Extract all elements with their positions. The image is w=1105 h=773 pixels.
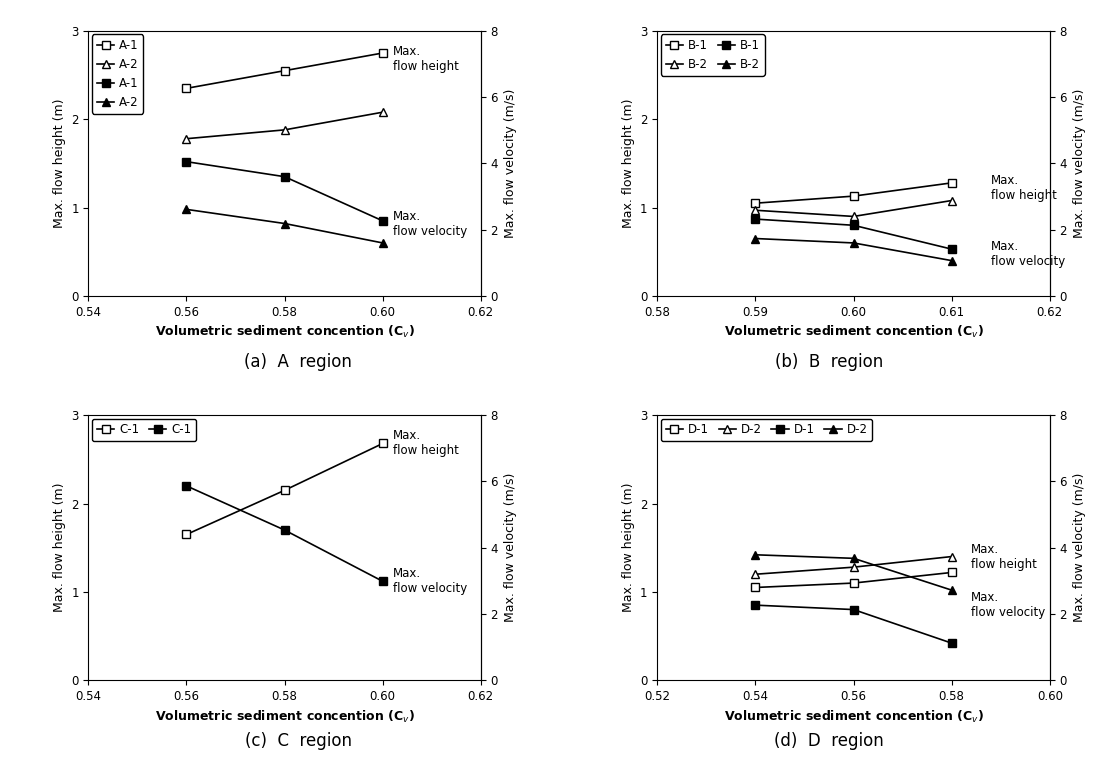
Y-axis label: Max. flow velocity (m/s): Max. flow velocity (m/s) <box>1073 473 1085 622</box>
Y-axis label: Max. flow velocity (m/s): Max. flow velocity (m/s) <box>504 89 516 238</box>
Legend: D-1, D-2, D-1, D-2: D-1, D-2, D-1, D-2 <box>661 419 873 441</box>
Text: Max.
flow height: Max. flow height <box>392 430 459 458</box>
Legend: A-1, A-2, A-1, A-2: A-1, A-2, A-1, A-2 <box>92 35 144 114</box>
Text: Max.
flow height: Max. flow height <box>971 543 1038 570</box>
Text: Max.
flow velocity: Max. flow velocity <box>392 567 466 595</box>
Text: (a)  A  region: (a) A region <box>244 353 352 371</box>
Text: Max.
flow height: Max. flow height <box>991 174 1056 203</box>
Text: Max.
flow velocity: Max. flow velocity <box>392 209 466 237</box>
Text: (d)  D  region: (d) D region <box>774 732 884 750</box>
Text: (b)  B  region: (b) B region <box>775 353 883 371</box>
X-axis label: Volumetric sediment concention (C$_v$): Volumetric sediment concention (C$_v$) <box>155 324 414 340</box>
Y-axis label: Max. flow height (m): Max. flow height (m) <box>53 483 65 612</box>
Text: Max.
flow height: Max. flow height <box>392 45 459 73</box>
Y-axis label: Max. flow height (m): Max. flow height (m) <box>622 483 634 612</box>
Y-axis label: Max. flow height (m): Max. flow height (m) <box>622 99 634 228</box>
Text: (c)  C  region: (c) C region <box>245 732 351 750</box>
X-axis label: Volumetric sediment concention (C$_v$): Volumetric sediment concention (C$_v$) <box>724 324 983 340</box>
Y-axis label: Max. flow velocity (m/s): Max. flow velocity (m/s) <box>1073 89 1085 238</box>
Legend: B-1, B-2, B-1, B-2: B-1, B-2, B-1, B-2 <box>661 35 765 76</box>
Y-axis label: Max. flow velocity (m/s): Max. flow velocity (m/s) <box>504 473 516 622</box>
Text: Max.
flow velocity: Max. flow velocity <box>971 591 1045 619</box>
X-axis label: Volumetric sediment concention (C$_v$): Volumetric sediment concention (C$_v$) <box>155 709 414 724</box>
Legend: C-1, C-1: C-1, C-1 <box>92 419 196 441</box>
Text: Max.
flow velocity: Max. flow velocity <box>991 240 1065 267</box>
Y-axis label: Max. flow height (m): Max. flow height (m) <box>53 99 65 228</box>
X-axis label: Volumetric sediment concention (C$_v$): Volumetric sediment concention (C$_v$) <box>724 709 983 724</box>
